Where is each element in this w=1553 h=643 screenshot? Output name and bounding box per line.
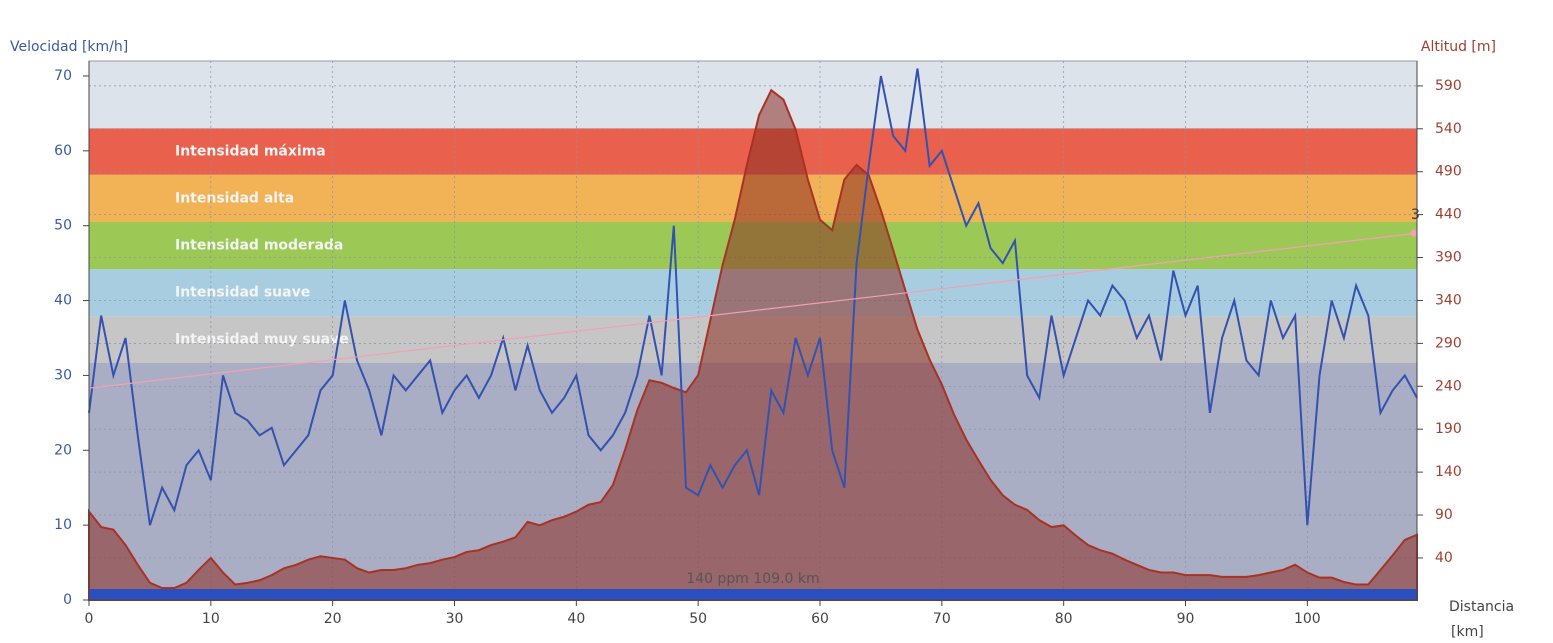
- y2-tick-label: 190: [1435, 421, 1462, 437]
- y2-tick-label: 140: [1435, 464, 1462, 480]
- x-tick-label: 20: [324, 611, 342, 627]
- x-tick-label: 50: [689, 611, 707, 627]
- x-tick-label: 60: [811, 611, 829, 627]
- band-label: Intensidad muy suave: [175, 331, 349, 347]
- bottom-strip: [89, 589, 1417, 600]
- x-tick-label: 0: [85, 611, 94, 627]
- x-axis-label: Distancia: [1449, 599, 1514, 615]
- y2-tick-label: 240: [1435, 378, 1462, 394]
- y-tick-label: 30: [54, 367, 72, 383]
- y2-tick-label: 90: [1435, 507, 1453, 523]
- x-tick-label: 90: [1177, 611, 1195, 627]
- y-tick-label: 40: [54, 293, 72, 309]
- y2-tick-label: 540: [1435, 121, 1462, 137]
- y-tick-label: 0: [63, 592, 72, 608]
- y2-tick-label: 40: [1435, 550, 1453, 566]
- y-tick-label: 20: [54, 442, 72, 458]
- x-axis-unit: [km]: [1451, 624, 1484, 640]
- trend-line: [88, 232, 1418, 389]
- x-tick-label: 10: [202, 611, 220, 627]
- y-tick-label: 70: [54, 68, 72, 84]
- y2-tick-label: 490: [1435, 164, 1462, 180]
- y-axis-label: Velocidad [km/h]: [10, 39, 128, 55]
- y-tick-label: 60: [54, 143, 72, 159]
- y2-tick-label: 440: [1435, 207, 1462, 223]
- band-label: Intensidad moderada: [175, 238, 343, 254]
- y2-tick-label: 290: [1435, 335, 1462, 351]
- y2-axis-label: Altitud [m]: [1421, 39, 1496, 55]
- trend-point: [1410, 229, 1418, 237]
- x-tick-label: 100: [1294, 611, 1321, 627]
- x-tick-label: 70: [933, 611, 951, 627]
- band-label: Intensidad máxima: [175, 144, 326, 160]
- altitude-area: [88, 88, 1418, 601]
- y-tick-label: 10: [54, 517, 72, 533]
- trend-label: 3: [1411, 207, 1420, 223]
- x-tick-label: 40: [567, 611, 585, 627]
- y2-tick-label: 390: [1435, 250, 1462, 266]
- speed-line: [88, 68, 1418, 526]
- x-tick-label: 30: [446, 611, 464, 627]
- band-label: Intensidad suave: [175, 285, 310, 301]
- x-tick-label: 80: [1055, 611, 1073, 627]
- y-tick-label: 50: [54, 218, 72, 234]
- annotation: 140 ppm 109.0 km: [686, 571, 819, 587]
- y2-tick-label: 340: [1435, 292, 1462, 308]
- y2-tick-label: 590: [1435, 78, 1462, 94]
- band-label: Intensidad alta: [175, 190, 294, 206]
